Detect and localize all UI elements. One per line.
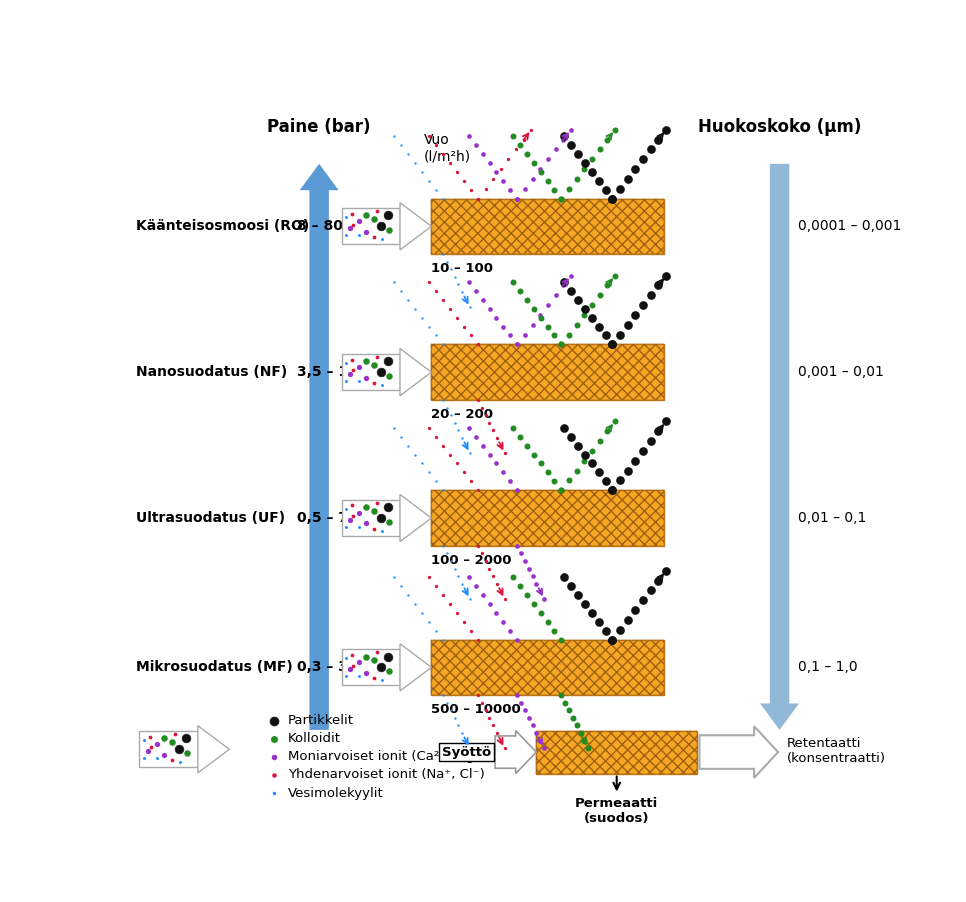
Text: Retentaatti
(konsentraatti): Retentaatti (konsentraatti) — [787, 737, 886, 765]
Text: 3,5 – 10: 3,5 – 10 — [297, 365, 357, 379]
Text: 0,01 – 0,1: 0,01 – 0,1 — [798, 511, 867, 525]
Bar — [342, 208, 400, 244]
Bar — [432, 345, 664, 400]
Text: Vesimolekyylit: Vesimolekyylit — [288, 787, 384, 799]
Bar — [342, 649, 400, 686]
FancyArrow shape — [496, 731, 536, 774]
Bar — [432, 491, 664, 546]
Text: Syöttö: Syöttö — [442, 746, 492, 759]
Polygon shape — [400, 203, 432, 250]
Bar — [536, 731, 697, 774]
Text: Nanosuodatus (NF): Nanosuodatus (NF) — [135, 365, 287, 379]
Polygon shape — [198, 726, 229, 773]
Text: 0,5 – 7: 0,5 – 7 — [297, 511, 348, 525]
Text: Yhdenarvoiset ionit (Na⁺, Cl⁻): Yhdenarvoiset ionit (Na⁺, Cl⁻) — [288, 769, 484, 781]
Text: Ultrasuodatus (UF): Ultrasuodatus (UF) — [135, 511, 285, 525]
Text: 0,001 – 0,01: 0,001 – 0,01 — [798, 365, 884, 379]
Text: Paine (bar): Paine (bar) — [268, 118, 371, 136]
Text: Moniarvoiset ionit (Ca²⁺, Mg²⁺): Moniarvoiset ionit (Ca²⁺, Mg²⁺) — [288, 750, 492, 763]
Bar — [432, 198, 664, 254]
Text: Kolloidit: Kolloidit — [288, 732, 341, 745]
Bar — [342, 500, 400, 536]
Text: 100 – 2000: 100 – 2000 — [432, 554, 512, 567]
Text: 8 – 80: 8 – 80 — [297, 219, 343, 234]
FancyArrow shape — [299, 164, 339, 730]
Text: 10 – 100: 10 – 100 — [432, 262, 494, 275]
Bar — [432, 198, 664, 254]
Polygon shape — [400, 644, 432, 691]
Bar — [432, 640, 664, 695]
Bar — [432, 491, 664, 546]
Polygon shape — [400, 494, 432, 541]
Text: 500 – 10000: 500 – 10000 — [432, 704, 522, 716]
FancyArrow shape — [699, 726, 778, 778]
Text: Käänteisosmoosi (RO): Käänteisosmoosi (RO) — [135, 219, 309, 234]
Bar — [536, 731, 697, 774]
Text: Huokoskoko (μm): Huokoskoko (μm) — [697, 118, 862, 136]
Text: 0,1 – 1,0: 0,1 – 1,0 — [798, 660, 858, 675]
Text: Mikrosuodatus (MF): Mikrosuodatus (MF) — [135, 660, 293, 675]
Text: Vuo
(l/m²h): Vuo (l/m²h) — [424, 133, 471, 164]
Bar — [432, 640, 664, 695]
FancyArrow shape — [760, 164, 799, 730]
Text: 0,0001 – 0,001: 0,0001 – 0,001 — [798, 219, 901, 234]
Polygon shape — [400, 348, 432, 396]
Text: Permeaatti
(suodos): Permeaatti (suodos) — [575, 797, 659, 825]
Bar — [139, 732, 198, 768]
Text: Partikkelit: Partikkelit — [288, 714, 354, 727]
Text: 0,3 – 3: 0,3 – 3 — [297, 660, 348, 675]
Text: 20 – 200: 20 – 200 — [432, 409, 494, 421]
Bar — [342, 354, 400, 391]
Bar — [432, 345, 664, 400]
